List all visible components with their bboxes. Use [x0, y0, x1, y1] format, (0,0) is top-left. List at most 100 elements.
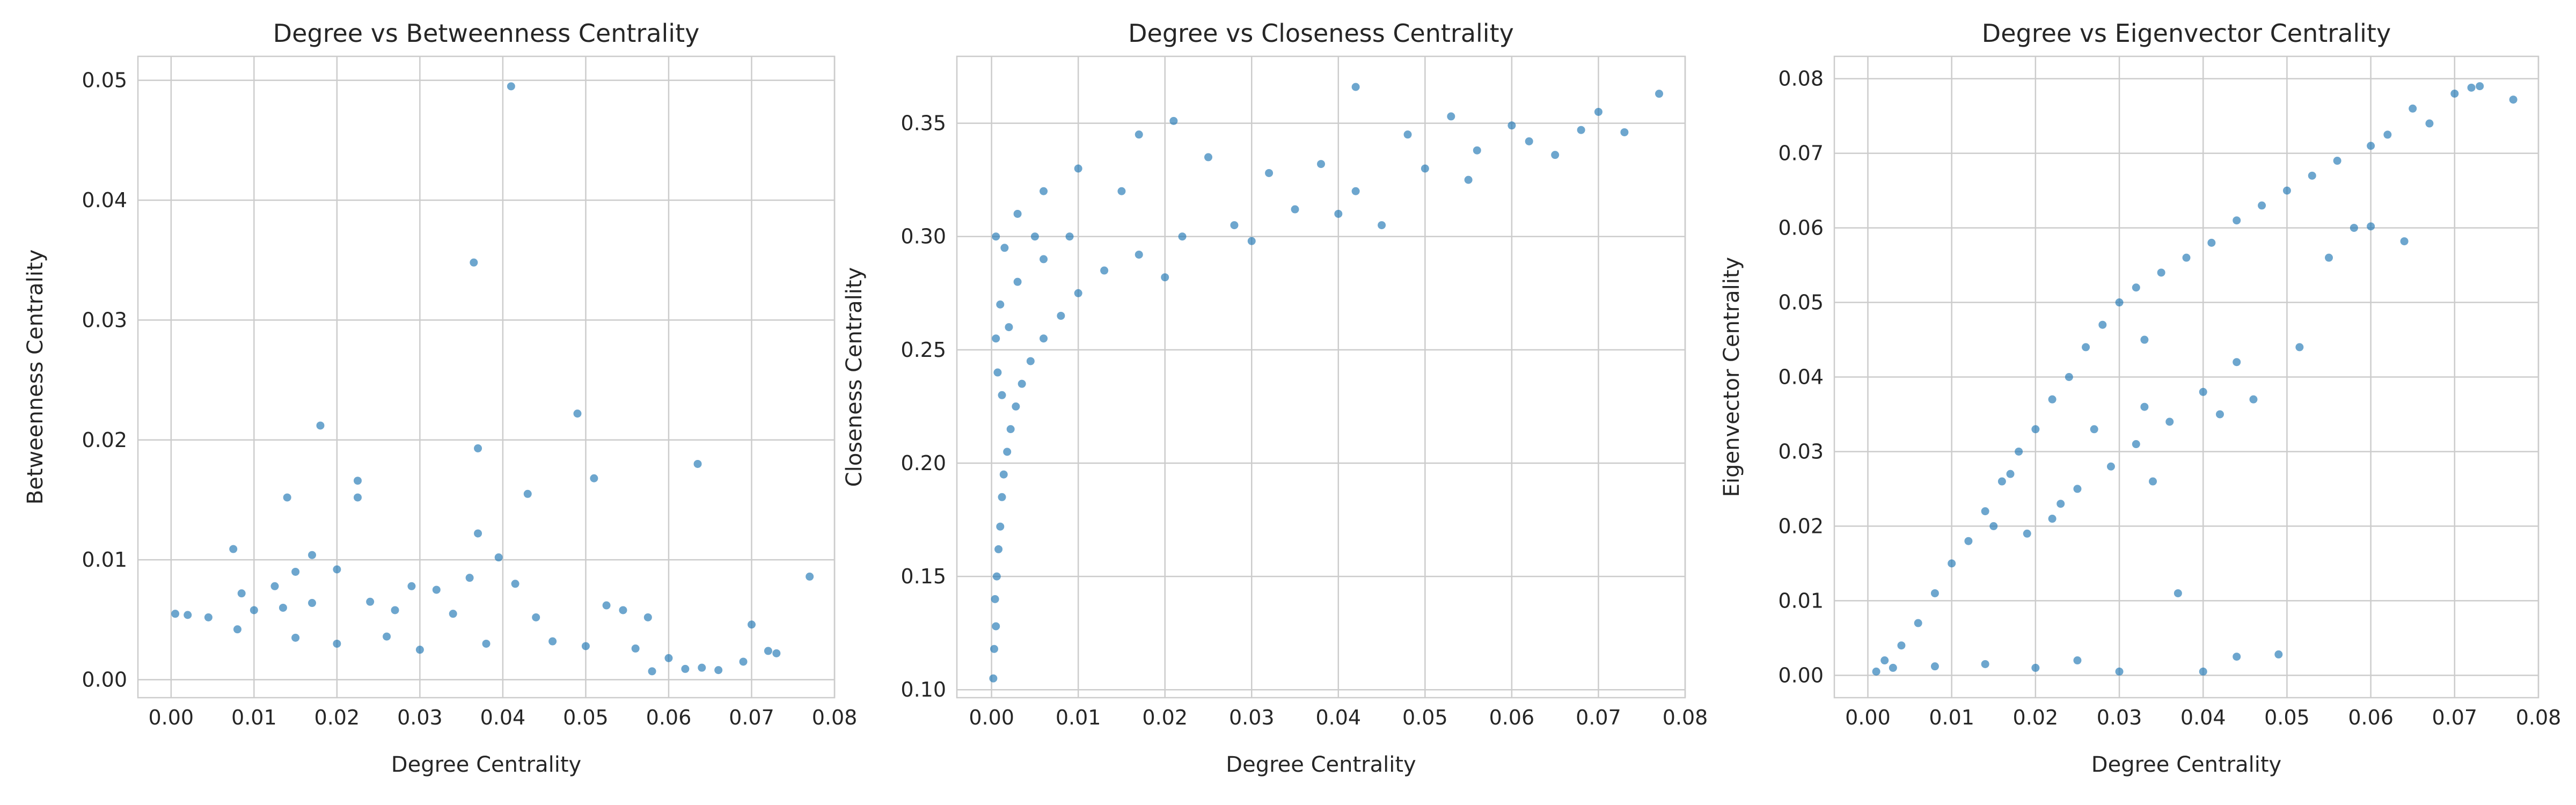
- data-point: [2207, 238, 2216, 247]
- data-point: [548, 637, 557, 646]
- data-point: [2409, 104, 2417, 113]
- data-point: [474, 529, 482, 538]
- y-tick-label: 0.04: [82, 188, 127, 212]
- data-point: [279, 603, 287, 612]
- data-point: [992, 334, 1000, 343]
- data-point: [2006, 470, 2015, 478]
- data-point: [1351, 187, 1360, 195]
- data-point: [581, 642, 590, 650]
- data-point: [1997, 477, 2006, 486]
- chart-title: Degree vs Betweenness Centrality: [273, 19, 700, 48]
- y-tick-label: 0.06: [1778, 216, 1824, 240]
- x-tick-label: 0.05: [1402, 706, 1448, 729]
- x-tick-label: 0.03: [1229, 706, 1275, 729]
- data-point: [2031, 425, 2040, 434]
- data-point: [998, 391, 1006, 399]
- data-point: [1948, 559, 1956, 568]
- data-point: [1074, 289, 1082, 297]
- x-axis-label: Degree Centrality: [391, 752, 581, 777]
- data-point: [2082, 343, 2090, 352]
- data-point: [2367, 222, 2375, 231]
- data-point: [1178, 232, 1187, 241]
- data-point: [1930, 589, 1939, 597]
- data-point: [1013, 277, 1022, 286]
- data-point: [681, 664, 690, 673]
- data-point: [250, 606, 258, 614]
- data-point: [1525, 137, 1533, 145]
- data-point: [2182, 253, 2191, 262]
- data-point: [415, 646, 424, 654]
- x-tick-label: 0.07: [2432, 706, 2478, 729]
- plot-frame: [956, 55, 1686, 699]
- data-point: [474, 444, 482, 452]
- data-point: [989, 674, 998, 683]
- data-point: [2350, 224, 2358, 232]
- data-point: [1247, 237, 1256, 245]
- y-tick-label: 0.00: [82, 668, 127, 691]
- data-point: [1914, 619, 1922, 627]
- data-point: [664, 654, 673, 662]
- data-point: [2140, 402, 2149, 411]
- y-tick-label: 0.03: [82, 308, 127, 332]
- data-point: [1378, 221, 1386, 230]
- data-point: [2199, 667, 2207, 676]
- data-point: [992, 622, 1000, 631]
- chart-title: Degree vs Closeness Centrality: [1128, 19, 1514, 48]
- data-point: [2233, 358, 2241, 367]
- data-point: [2065, 373, 2073, 381]
- data-point: [316, 421, 325, 430]
- data-point: [991, 595, 999, 603]
- data-point: [308, 599, 316, 608]
- data-point: [2140, 335, 2149, 344]
- data-point: [1074, 164, 1082, 173]
- data-point: [2106, 462, 2115, 471]
- y-tick-label: 0.02: [82, 428, 127, 452]
- data-point: [1013, 209, 1022, 218]
- y-tick-label: 0.08: [1778, 67, 1824, 91]
- data-point: [1291, 205, 1299, 214]
- data-point: [2115, 667, 2124, 676]
- data-point: [2308, 171, 2316, 180]
- data-point: [1930, 662, 1939, 671]
- data-point: [1100, 266, 1109, 275]
- data-point: [2258, 201, 2266, 210]
- data-point: [482, 639, 491, 648]
- data-point: [648, 667, 656, 676]
- x-tick-label: 0.06: [1489, 706, 1535, 729]
- data-point: [2450, 89, 2459, 98]
- data-point: [1026, 357, 1035, 365]
- x-axis-label: Degree Centrality: [2091, 752, 2281, 777]
- data-point: [2048, 395, 2057, 404]
- data-point: [631, 644, 640, 653]
- data-point: [993, 368, 1002, 377]
- x-tick-label: 0.01: [231, 706, 277, 729]
- data-point: [2282, 186, 2291, 195]
- x-tick-label: 0.07: [729, 706, 774, 729]
- data-point: [1005, 323, 1013, 332]
- data-point: [333, 639, 341, 648]
- data-point: [366, 597, 375, 606]
- data-point: [2476, 82, 2484, 91]
- data-point: [2325, 253, 2333, 262]
- data-point: [1880, 656, 1889, 665]
- y-tick-label: 0.02: [1778, 514, 1824, 538]
- data-point: [1003, 448, 1012, 456]
- data-point: [1230, 221, 1239, 230]
- data-point: [204, 613, 213, 621]
- y-axis-label: Eigenvector Centrality: [1719, 257, 1744, 497]
- data-point: [1507, 121, 1516, 130]
- data-point: [1030, 232, 1039, 241]
- data-point: [1334, 209, 1343, 218]
- x-tick-label: 0.02: [314, 706, 360, 729]
- data-point: [996, 300, 1005, 309]
- data-point: [532, 613, 540, 621]
- data-point: [2048, 515, 2057, 523]
- data-point: [1040, 255, 1048, 264]
- data-point: [283, 493, 291, 502]
- data-point: [2509, 96, 2518, 104]
- data-point: [308, 551, 316, 559]
- x-tick-label: 0.04: [1316, 706, 1362, 729]
- data-point: [470, 258, 478, 267]
- data-point: [2132, 283, 2140, 292]
- data-point: [1964, 537, 1973, 545]
